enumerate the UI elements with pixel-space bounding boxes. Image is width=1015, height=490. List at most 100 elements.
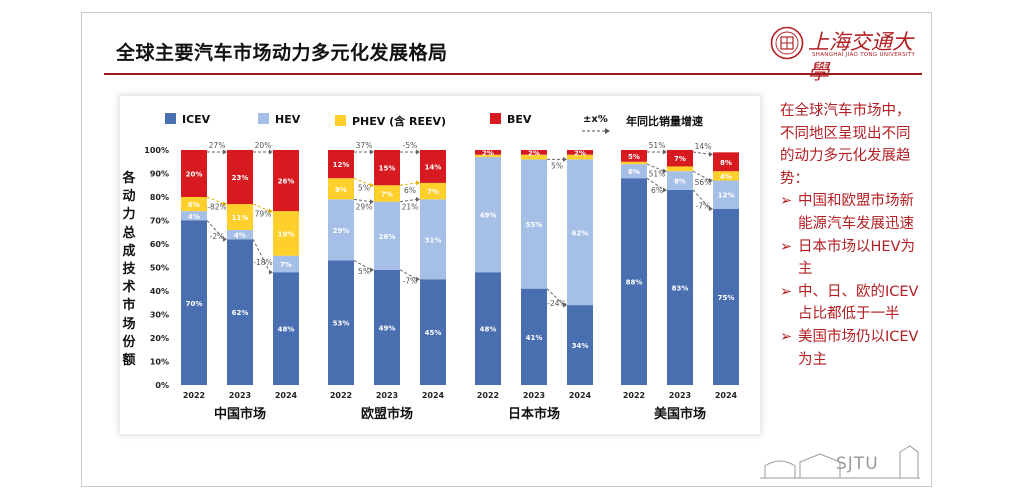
growth-label: 51% xyxy=(649,170,666,179)
legend-growth-label: 年同比销量增速 xyxy=(626,115,703,128)
growth-arrowhead xyxy=(709,151,713,157)
bar-segment-hev xyxy=(227,229,253,240)
x-tick-label: 2024 xyxy=(422,391,445,400)
growth-connector-line xyxy=(692,170,711,181)
x-tick-label: 2024 xyxy=(569,391,592,400)
market-name: 欧盟市场 xyxy=(361,406,413,422)
bar-segment-phev xyxy=(621,161,647,165)
growth-arrowhead xyxy=(709,206,713,212)
data-label: 5% xyxy=(628,153,640,161)
legend-item-phev: PHEV (含 REEV) xyxy=(335,113,446,129)
bar-segment-icev xyxy=(667,189,693,385)
bar-segment-phev xyxy=(374,185,400,202)
growth-connector-line xyxy=(206,220,225,240)
data-label: 4% xyxy=(720,173,732,181)
growth-label: -7% xyxy=(696,201,711,210)
bar-segment-icev xyxy=(567,305,593,385)
bar-segment-phev xyxy=(475,154,501,158)
summary-bullet: ➢ 日本市场以HEV为主 xyxy=(780,236,920,281)
legend-growth-symbol: ±x% xyxy=(583,114,608,125)
data-label: 75% xyxy=(718,294,735,302)
legend-label-hev: HEV xyxy=(275,113,301,126)
growth-label: -7% xyxy=(403,277,418,286)
summary-bullet: ➢ 美国市场仍以ICEV为主 xyxy=(780,326,920,371)
bar-segment-hev xyxy=(475,157,501,273)
bar-segment-phev xyxy=(328,178,354,200)
growth-label: -5% xyxy=(403,141,418,150)
data-label: 2% xyxy=(528,149,540,157)
data-label: 14% xyxy=(425,163,442,171)
bar-segment-icev xyxy=(713,208,739,385)
summary-bullet-text: 中、日、欧的ICEV占比都低于一半 xyxy=(798,283,919,323)
data-label: 41% xyxy=(526,334,543,342)
growth-arrowhead xyxy=(370,199,374,205)
bar-segment-bev xyxy=(273,150,299,212)
data-label: 8% xyxy=(674,178,686,186)
data-label: 12% xyxy=(718,192,735,200)
summary-bullet: ➢ 中、日、欧的ICEV占比都低于一半 xyxy=(780,281,920,326)
footer-brand: SJTU xyxy=(836,454,879,474)
bar-segment-hev xyxy=(420,199,446,280)
university-name-cn: 上海交通大學 xyxy=(808,30,913,84)
growth-arrowhead xyxy=(563,302,567,308)
summary-bullet: ➢ 中国和欧盟市场新能源汽车发展迅速 xyxy=(780,190,920,235)
y-tick-label: 90% xyxy=(150,170,169,179)
growth-label: 21% xyxy=(402,203,419,212)
legend-swatch-hev xyxy=(258,113,269,124)
data-label: 48% xyxy=(278,326,295,334)
bar-segment-phev xyxy=(521,154,547,160)
data-label: 53% xyxy=(333,320,350,328)
summary-bullet-text: 美国市场仍以ICEV为主 xyxy=(798,328,919,368)
growth-label: 5% xyxy=(358,267,370,276)
growth-label: 5% xyxy=(358,184,370,193)
slide-frame xyxy=(81,12,932,487)
growth-connector-line xyxy=(399,182,418,186)
data-label: 20% xyxy=(186,171,203,179)
growth-arrowhead xyxy=(416,276,420,282)
bar-segment-hev xyxy=(374,201,400,270)
growth-arrowhead xyxy=(663,149,667,155)
bar-segment-icev xyxy=(374,269,400,385)
data-label: 7% xyxy=(674,155,686,163)
growth-label: 37% xyxy=(356,141,373,150)
bar-segment-phev xyxy=(273,211,299,256)
bar-segment-hev xyxy=(667,171,693,190)
bar-segment-bev xyxy=(713,152,739,172)
x-tick-label: 2023 xyxy=(669,391,691,400)
market-name: 日本市场 xyxy=(508,406,560,422)
campus-building-icon xyxy=(760,445,920,479)
data-label: 49% xyxy=(379,324,396,332)
data-label: 9% xyxy=(335,186,347,194)
data-label: 45% xyxy=(425,329,442,337)
growth-label: 20% xyxy=(255,141,272,150)
bar-segment-hev xyxy=(621,164,647,179)
growth-label: 79% xyxy=(255,210,272,219)
y-tick-label: 10% xyxy=(150,358,169,367)
bar-segment-phev xyxy=(567,154,593,160)
data-label: 29% xyxy=(333,227,350,235)
data-label: 23% xyxy=(232,174,249,182)
legend-label-icev: ICEV xyxy=(182,113,211,126)
bar-segment-phev xyxy=(713,171,739,181)
chart-y-axis-label: 各动力总成技术市场份额 xyxy=(122,171,136,369)
growth-connector-line xyxy=(692,189,711,210)
x-tick-label: 2022 xyxy=(623,391,645,400)
slide-title: 全球主要汽车市场动力多元化发展格局 xyxy=(116,42,448,64)
summary-bullet-text: 中国和欧盟市场新能源汽车发展迅速 xyxy=(798,193,914,232)
y-tick-label: 70% xyxy=(150,217,169,226)
university-seal-icon xyxy=(770,26,804,60)
growth-label: 27% xyxy=(209,141,226,150)
growth-label: 14% xyxy=(695,142,712,151)
growth-arrowhead xyxy=(223,149,227,155)
bullet-arrow-icon: ➢ xyxy=(780,193,793,210)
growth-label: 56% xyxy=(695,178,712,187)
bar-segment-phev xyxy=(227,204,253,230)
data-label: 12% xyxy=(333,161,350,169)
legend-swatch-icev xyxy=(165,113,176,124)
data-label: 19% xyxy=(278,230,295,238)
bullet-arrow-icon: ➢ xyxy=(780,238,793,255)
data-label: 7% xyxy=(280,261,292,269)
x-tick-label: 2022 xyxy=(330,391,352,400)
growth-arrowhead xyxy=(223,236,227,242)
data-label: 88% xyxy=(626,279,643,287)
